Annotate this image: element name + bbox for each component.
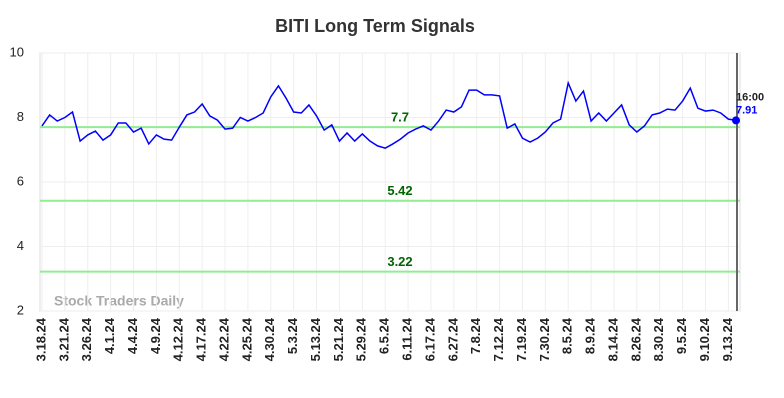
series-line [41,80,737,149]
x-tick-label: 4.22.24 [216,317,231,361]
y-tick-label: 4 [17,238,24,253]
x-tick-label: 3.21.24 [56,317,71,361]
x-tick-label: 8.26.24 [628,317,643,361]
x-tick-label: 6.27.24 [445,317,460,361]
x-tick-label: 8.14.24 [605,317,620,361]
y-tick-label: 6 [17,173,24,188]
x-tick-label: 6.17.24 [422,317,437,361]
x-tick-label: 5.29.24 [354,317,369,361]
x-tick-label: 9.5.24 [674,317,689,354]
signal-label: 5.42 [387,183,412,198]
y-tick-label: 10 [10,44,24,59]
x-tick-label: 4.4.24 [125,317,140,354]
x-tick-label: 4.9.24 [148,317,163,354]
x-tick-label: 9.13.24 [720,317,735,361]
x-tick-label: 4.1.24 [102,317,117,354]
x-tick-label: 6.5.24 [377,317,392,354]
x-tick-label: 9.10.24 [697,317,712,361]
last-time: 16:00 [736,91,764,103]
x-tick-label: 8.9.24 [583,317,598,354]
x-tick-label: 6.11.24 [400,317,415,360]
y-tick-label: 2 [17,302,24,317]
x-tick-label: 4.30.24 [262,317,277,361]
last-point [732,116,740,125]
x-tick-label: 7.12.24 [491,317,506,361]
watermark: Stock Traders Daily [54,293,184,309]
x-tick-label: 8.30.24 [651,317,666,361]
signal-label: 3.22 [387,254,412,269]
x-tick-label: 5.21.24 [331,317,346,361]
x-tick-label: 4.12.24 [171,317,186,361]
signal-label: 7.7 [391,110,409,125]
x-tick-label: 4.17.24 [194,317,209,361]
x-tick-label: 3.26.24 [79,317,94,361]
x-tick-label: 7.8.24 [468,317,483,354]
y-tick-label: 8 [17,109,24,124]
x-tick-label: 7.19.24 [514,317,529,361]
x-tick-label: 4.25.24 [239,317,254,361]
x-tick-label: 3.18.24 [33,317,48,361]
last-value: 7.91 [736,104,757,116]
x-tick-label: 7.30.24 [537,317,552,361]
x-tick-label: 5.3.24 [285,317,300,354]
x-tick-label: 8.5.24 [560,317,575,354]
chart-title: BITI Long Term Signals [275,16,475,36]
x-tick-label: 5.13.24 [308,317,323,361]
